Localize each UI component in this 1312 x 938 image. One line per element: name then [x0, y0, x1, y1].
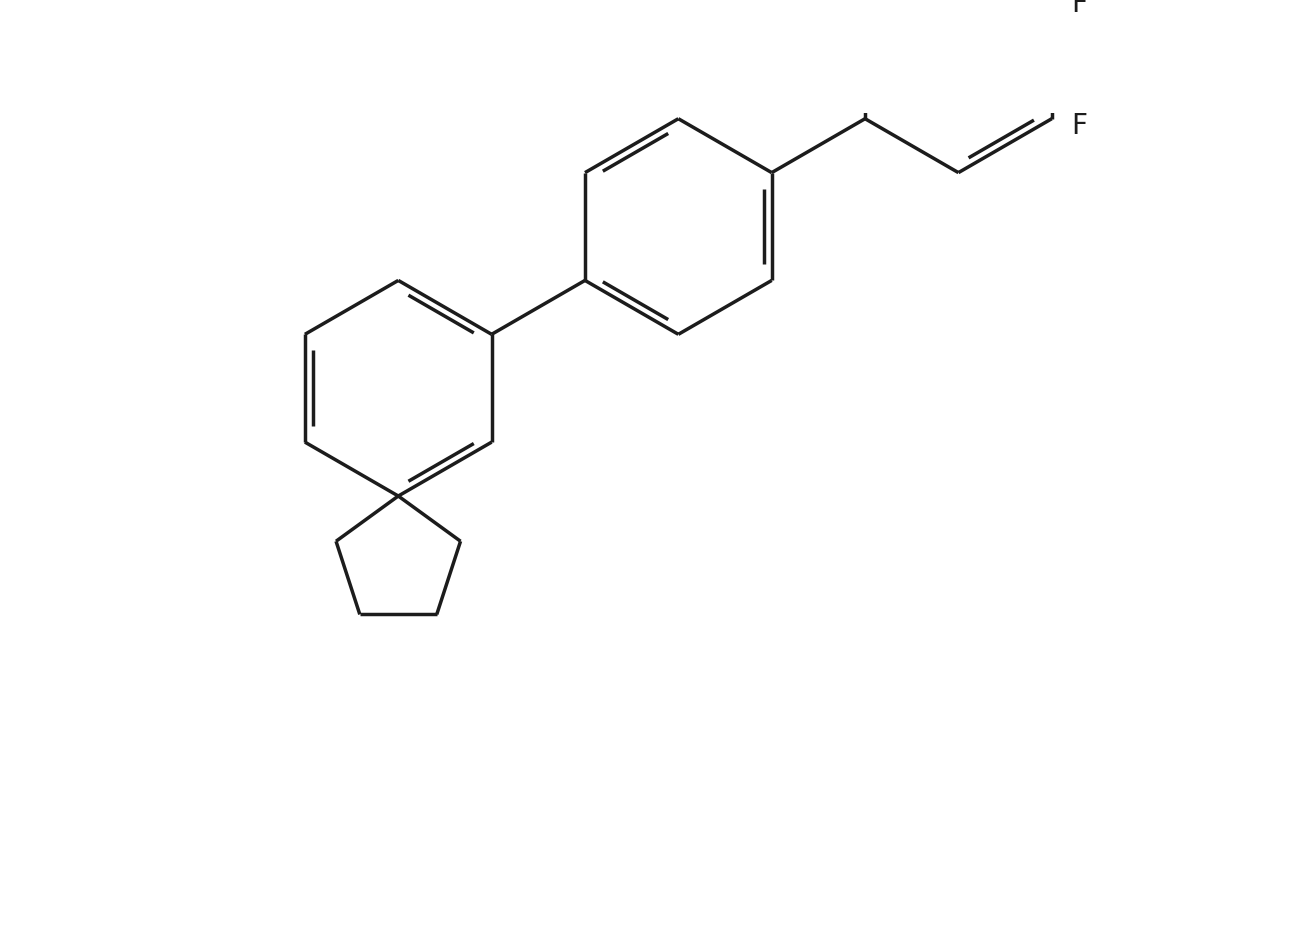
Text: F: F: [1072, 112, 1088, 140]
Text: F: F: [1072, 0, 1088, 18]
